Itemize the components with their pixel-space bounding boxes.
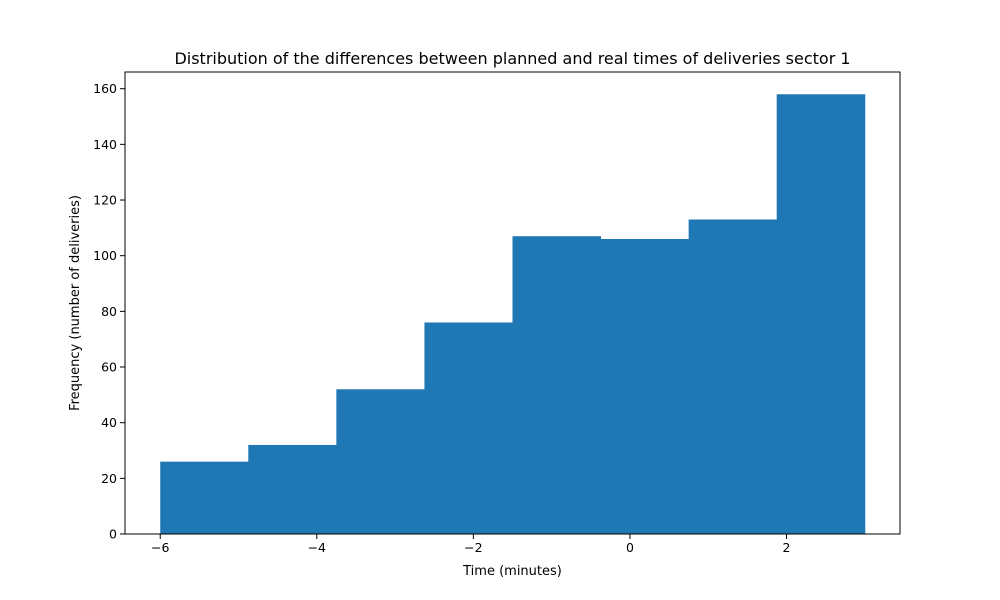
- x-tick-label: −6: [151, 540, 169, 555]
- histogram-bar: [424, 322, 513, 534]
- y-tick-label: 40: [101, 415, 117, 430]
- x-axis-label: Time (minutes): [462, 564, 562, 579]
- x-tick-label: 2: [783, 540, 791, 555]
- y-tick-label: 140: [93, 137, 117, 152]
- bars-group: [160, 94, 866, 534]
- histogram-bar: [776, 94, 866, 534]
- chart-title: Distribution of the differences between …: [174, 49, 850, 68]
- y-tick-label: 160: [93, 81, 117, 96]
- y-axis-label: Frequency (number of deliveries): [68, 195, 83, 411]
- histogram-bar: [248, 444, 337, 534]
- histogram-bar: [688, 219, 778, 534]
- histogram-bar: [336, 389, 425, 534]
- y-tick-label: 100: [93, 248, 117, 263]
- histogram-bar: [160, 461, 249, 534]
- y-axis-ticks: 0 20 40 60 80 100 120 140 160: [93, 81, 125, 542]
- x-tick-label: −4: [308, 540, 326, 555]
- x-tick-label: −2: [464, 540, 482, 555]
- histogram-bar: [600, 238, 690, 534]
- y-tick-label: 60: [101, 360, 117, 375]
- y-tick-label: 120: [93, 193, 117, 208]
- x-tick-label: 0: [626, 540, 634, 555]
- plot-frame: [124, 71, 901, 535]
- histogram-bar: [512, 236, 602, 534]
- y-tick-label: 20: [101, 471, 117, 486]
- x-axis-ticks: −6 −4 −2 0 2: [151, 534, 790, 555]
- y-tick-label: 80: [101, 304, 117, 319]
- y-tick-label: 0: [109, 527, 117, 542]
